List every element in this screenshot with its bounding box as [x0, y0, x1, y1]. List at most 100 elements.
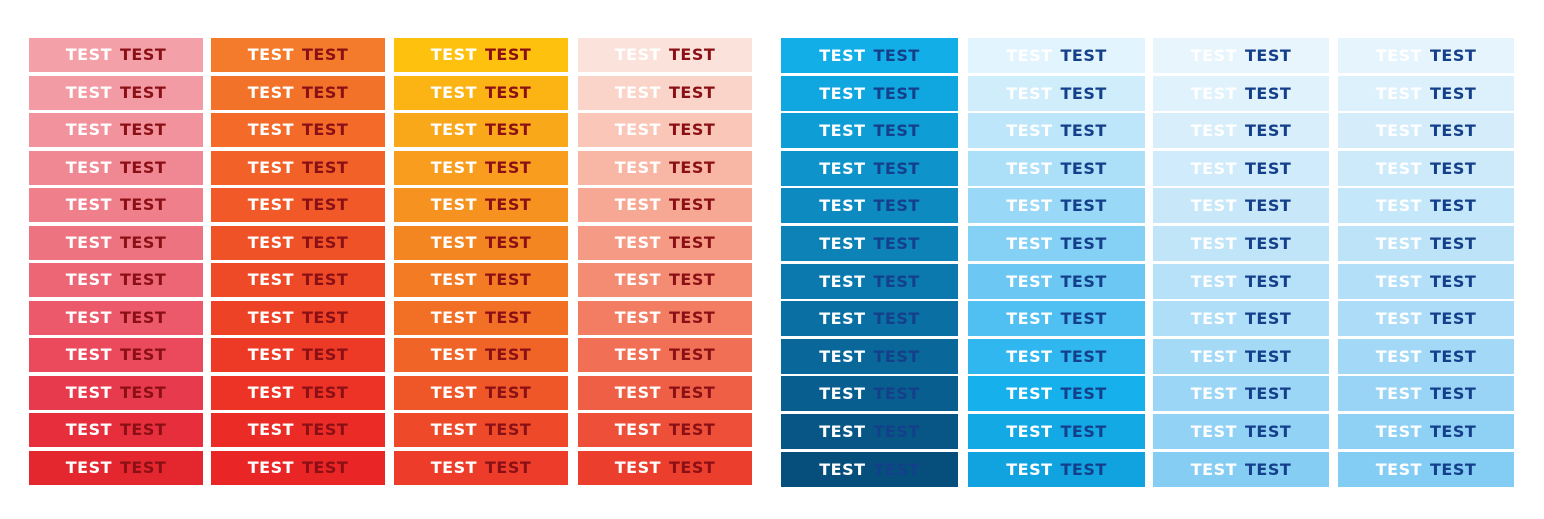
swatch-label-dark: TEST [120, 308, 167, 327]
swatch-peach-10: TEST TEST [578, 376, 752, 410]
swatch-label-dark: TEST [873, 271, 920, 291]
swatch-deep-blue-2: TEST TEST [781, 76, 958, 111]
swatch-label-dark: TEST [120, 195, 167, 214]
swatch-label-dark: TEST [1245, 195, 1292, 215]
swatch-yellow-7: TEST TEST [394, 263, 568, 297]
swatch-label-dark: TEST [485, 345, 532, 364]
swatch-label-light: TEST [1006, 346, 1053, 366]
swatch-pink-10: TEST TEST [29, 376, 203, 410]
swatch-label-light: TEST [819, 459, 866, 479]
swatch-label-light: TEST [1190, 308, 1237, 328]
swatch-label-light: TEST [614, 83, 661, 102]
swatch-label-light: TEST [1375, 120, 1422, 140]
swatch-pink-8: TEST TEST [29, 301, 203, 335]
swatch-column-pale-blue-a: TEST TEST TEST TEST TEST TEST TEST TEST TEST TEST… [1153, 38, 1329, 489]
swatch-deep-blue-12: TEST TEST [781, 452, 958, 487]
swatch-label-light: TEST [614, 345, 661, 364]
swatch-label-dark: TEST [1245, 83, 1292, 103]
swatch-pale-blue-b-4: TEST TEST [1338, 151, 1514, 186]
swatch-label-dark: TEST [120, 420, 167, 439]
swatch-sky-blue-8: TEST TEST [968, 301, 1145, 336]
swatch-label-dark: TEST [1245, 421, 1292, 441]
swatch-label-dark: TEST [1060, 158, 1107, 178]
swatch-label-dark: TEST [1245, 383, 1292, 403]
swatch-deep-blue-7: TEST TEST [781, 264, 958, 299]
swatch-label-dark: TEST [873, 308, 920, 328]
swatch-label-dark: TEST [1245, 271, 1292, 291]
swatch-label-dark: TEST [302, 308, 349, 327]
swatch-yellow-8: TEST TEST [394, 301, 568, 335]
swatch-pale-blue-b-11: TEST TEST [1338, 414, 1514, 449]
swatch-label-dark: TEST [485, 195, 532, 214]
swatch-label-dark: TEST [669, 233, 716, 252]
swatch-label-light: TEST [1375, 459, 1422, 479]
swatch-label-light: TEST [1375, 421, 1422, 441]
swatch-sky-blue-11: TEST TEST [968, 414, 1145, 449]
swatch-label-dark: TEST [669, 270, 716, 289]
swatch-pink-7: TEST TEST [29, 263, 203, 297]
swatch-pink-6: TEST TEST [29, 226, 203, 260]
swatch-label-dark: TEST [302, 158, 349, 177]
swatch-label-light: TEST [1006, 233, 1053, 253]
swatch-label-light: TEST [247, 383, 294, 402]
swatch-label-light: TEST [430, 233, 477, 252]
swatch-yellow-6: TEST TEST [394, 226, 568, 260]
swatch-peach-9: TEST TEST [578, 338, 752, 372]
swatch-label-dark: TEST [1430, 421, 1477, 441]
swatch-pink-5: TEST TEST [29, 188, 203, 222]
swatch-label-light: TEST [1375, 158, 1422, 178]
swatch-label-light: TEST [1190, 346, 1237, 366]
swatch-label-light: TEST [819, 346, 866, 366]
swatch-label-dark: TEST [1245, 346, 1292, 366]
swatch-label-dark: TEST [1245, 233, 1292, 253]
swatch-label-dark: TEST [302, 83, 349, 102]
swatch-label-light: TEST [1375, 308, 1422, 328]
swatch-peach-3: TEST TEST [578, 113, 752, 147]
swatch-label-light: TEST [1190, 421, 1237, 441]
swatch-label-dark: TEST [302, 233, 349, 252]
swatch-peach-2: TEST TEST [578, 76, 752, 110]
swatch-label-light: TEST [430, 83, 477, 102]
swatch-deep-blue-6: TEST TEST [781, 226, 958, 261]
swatch-pale-blue-a-4: TEST TEST [1153, 151, 1329, 186]
swatch-sky-blue-4: TEST TEST [968, 151, 1145, 186]
swatch-label-light: TEST [430, 458, 477, 477]
swatch-label-light: TEST [430, 345, 477, 364]
swatch-pink-3: TEST TEST [29, 113, 203, 147]
swatch-label-light: TEST [1375, 45, 1422, 65]
swatch-label-dark: TEST [669, 45, 716, 64]
swatch-pale-blue-a-11: TEST TEST [1153, 414, 1329, 449]
swatch-sky-blue-9: TEST TEST [968, 339, 1145, 374]
swatch-deep-blue-8: TEST TEST [781, 301, 958, 336]
swatch-label-light: TEST [430, 270, 477, 289]
swatch-label-light: TEST [1190, 158, 1237, 178]
swatch-label-light: TEST [247, 458, 294, 477]
swatch-pale-blue-b-1: TEST TEST [1338, 38, 1514, 73]
swatch-label-light: TEST [614, 120, 661, 139]
swatch-label-dark: TEST [1430, 271, 1477, 291]
swatch-label-light: TEST [819, 233, 866, 253]
swatch-label-light: TEST [1006, 158, 1053, 178]
swatch-label-light: TEST [65, 345, 112, 364]
swatch-pale-blue-a-10: TEST TEST [1153, 376, 1329, 411]
swatch-label-dark: TEST [302, 345, 349, 364]
swatch-label-light: TEST [1006, 45, 1053, 65]
swatch-label-dark: TEST [1430, 45, 1477, 65]
swatch-label-light: TEST [819, 120, 866, 140]
swatch-pale-blue-a-1: TEST TEST [1153, 38, 1329, 73]
swatch-deep-blue-1: TEST TEST [781, 38, 958, 73]
swatch-label-dark: TEST [1060, 271, 1107, 291]
swatch-label-dark: TEST [1430, 308, 1477, 328]
swatch-label-light: TEST [819, 421, 866, 441]
swatch-orange-6: TEST TEST [211, 226, 385, 260]
swatch-sky-blue-10: TEST TEST [968, 376, 1145, 411]
swatch-label-dark: TEST [1060, 233, 1107, 253]
swatch-label-light: TEST [65, 45, 112, 64]
swatch-deep-blue-4: TEST TEST [781, 151, 958, 186]
swatch-yellow-5: TEST TEST [394, 188, 568, 222]
swatch-label-dark: TEST [302, 45, 349, 64]
swatch-label-light: TEST [614, 158, 661, 177]
swatch-label-light: TEST [430, 120, 477, 139]
swatch-deep-blue-9: TEST TEST [781, 339, 958, 374]
swatch-column-sky-blue: TEST TEST TEST TEST TEST TEST TEST TEST TEST TEST… [968, 38, 1145, 489]
